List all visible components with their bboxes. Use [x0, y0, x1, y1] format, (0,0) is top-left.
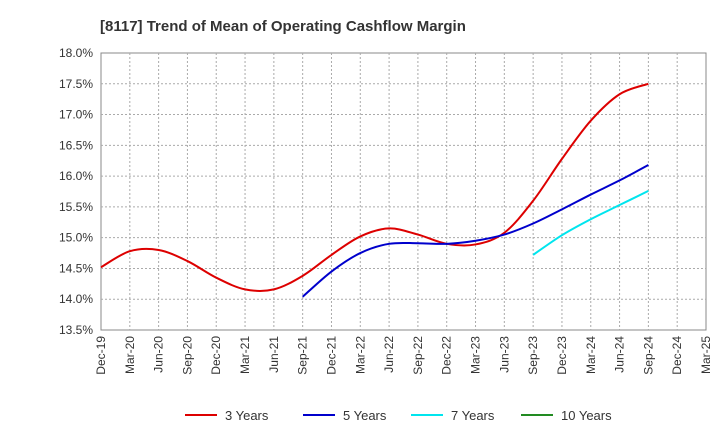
- y-tick-label: 15.5%: [59, 200, 93, 214]
- chart-title: [8117] Trend of Mean of Operating Cashfl…: [100, 18, 466, 35]
- series-line-3-years: [100, 82, 649, 292]
- x-tick-label: Jun-24: [613, 336, 627, 373]
- x-axis: Dec-19 Mar-20 Jun-20 Sep-20 Dec-20 Mar-21 Jun-…: [94, 336, 713, 375]
- x-tick-label: Mar-22: [353, 336, 367, 374]
- y-tick-label: 16.0%: [59, 169, 93, 183]
- x-tick-label: Mar-21: [238, 336, 252, 374]
- y-tick-label: 13.5%: [59, 323, 93, 337]
- x-tick-label: Mar-24: [584, 336, 598, 374]
- plot-area: [100, 52, 707, 331]
- x-tick-label: Dec-24: [670, 336, 684, 375]
- x-tick-label: Sep-23: [526, 336, 540, 375]
- x-tick-label: Dec-21: [324, 336, 338, 375]
- x-tick-label: Jun-21: [267, 336, 281, 373]
- x-tick-label: Dec-22: [440, 336, 454, 375]
- x-tick-label: Jun-20: [152, 336, 166, 373]
- series-lines: [100, 82, 649, 298]
- x-tick-label: Dec-20: [209, 336, 223, 375]
- y-tick-label: 16.5%: [59, 138, 93, 152]
- x-tick-label: Dec-23: [555, 336, 569, 375]
- y-tick-label: 18.0%: [59, 46, 93, 60]
- legend-label: 5 Years: [343, 408, 387, 423]
- x-tick-label: Jun-22: [382, 336, 396, 373]
- y-tick-label: 14.0%: [59, 292, 93, 306]
- x-tick-label: Mar-25: [699, 336, 713, 374]
- legend-label: 10 Years: [561, 408, 612, 423]
- x-tick-label: Jun-23: [497, 336, 511, 373]
- x-tick-label: Sep-21: [296, 336, 310, 375]
- x-tick-label: Dec-19: [94, 336, 108, 375]
- y-tick-label: 17.0%: [59, 108, 93, 122]
- x-tick-label: Sep-24: [641, 336, 655, 375]
- x-tick-label: Sep-20: [180, 336, 194, 375]
- y-tick-label: 14.5%: [59, 261, 93, 275]
- x-tick-label: Mar-20: [123, 336, 137, 374]
- x-tick-label: Sep-22: [411, 336, 425, 375]
- x-tick-label: Mar-23: [469, 336, 483, 374]
- legend-label: 7 Years: [451, 408, 495, 423]
- series-line-5-years: [302, 164, 649, 298]
- series-line-7-years: [532, 189, 649, 256]
- legend-label: 3 Years: [225, 408, 269, 423]
- legend: 3 Years 5 Years 7 Years 10 Years: [185, 408, 612, 423]
- y-tick-label: 15.0%: [59, 231, 93, 245]
- y-tick-label: 17.5%: [59, 77, 93, 91]
- y-axis: 18.0% 17.5% 17.0% 16.5% 16.0% 15.5% 15.0% 14.5%…: [59, 46, 93, 337]
